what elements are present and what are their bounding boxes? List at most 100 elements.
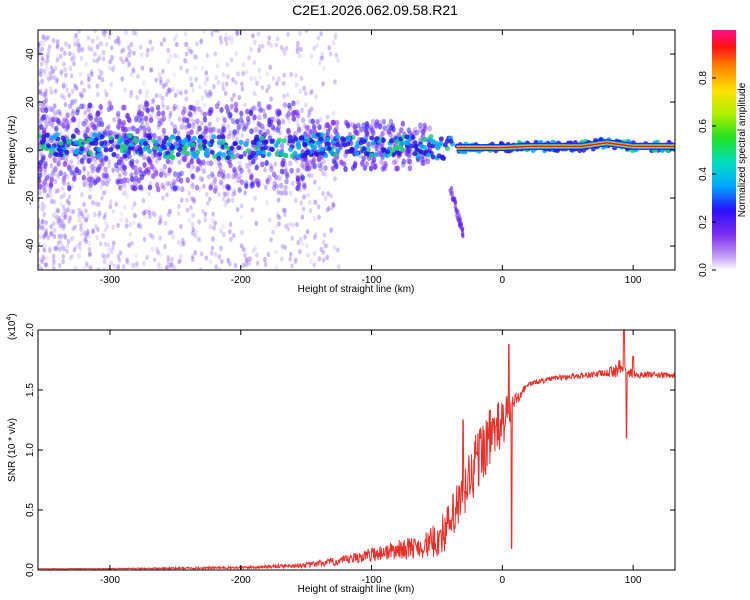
spectrogram-scatter-point bbox=[241, 62, 246, 68]
spectrogram-band-point bbox=[79, 103, 84, 110]
spectrogram-band-point bbox=[171, 178, 176, 185]
spectrogram-scatter-point bbox=[86, 183, 91, 189]
spectrogram-band-point bbox=[180, 186, 185, 193]
spectrogram-band-point bbox=[300, 174, 306, 181]
spectrogram-band-point bbox=[65, 123, 70, 130]
spectrogram-scatter-point bbox=[199, 120, 204, 127]
spectrogram-scatter-point bbox=[164, 82, 169, 88]
spectrogram-band-point bbox=[75, 106, 81, 113]
spectrogram-band-point bbox=[179, 124, 184, 131]
spectrogram-scatter-point bbox=[61, 204, 66, 210]
spectrogram-scatter-point bbox=[83, 217, 88, 223]
spectrogram-scatter-point bbox=[63, 101, 68, 108]
spectrogram-core-point bbox=[161, 139, 167, 145]
snr-panel: -300 -200 -100 0 100 0.00.51.01.52.0 Height … bbox=[6, 313, 676, 595]
spectrogram-band-point bbox=[43, 163, 48, 170]
spectrogram-band-point bbox=[122, 164, 128, 171]
spectrogram-scatter-point bbox=[168, 113, 173, 119]
spectrogram-scatter-point bbox=[56, 219, 60, 225]
spectrogram-scatter-point bbox=[260, 85, 265, 91]
spectrogram-scatter-point bbox=[235, 206, 240, 213]
spectrogram-scatter-point bbox=[275, 36, 280, 42]
spectrogram-scatter-point bbox=[150, 46, 155, 52]
spectrogram-scatter-point bbox=[296, 40, 300, 46]
spectrogram-scatter-point bbox=[46, 49, 51, 55]
spectrogram-band-point bbox=[98, 104, 103, 111]
spectrogram-scatter-point bbox=[67, 43, 72, 49]
spectrogram-core-point bbox=[165, 154, 171, 160]
spectrogram-scatter-point bbox=[42, 242, 47, 249]
spectrogram-scatter-point bbox=[61, 253, 66, 259]
spectrogram-scatter-point bbox=[150, 98, 155, 105]
spectrogram-core-point bbox=[421, 137, 427, 143]
spectrogram-scatter-point bbox=[213, 182, 218, 188]
spectrogram-band-point bbox=[374, 145, 379, 152]
spectrogram-scatter-point bbox=[214, 75, 218, 81]
spectrogram-band-point bbox=[425, 158, 431, 165]
spectrogram-scatter-point bbox=[149, 67, 153, 73]
spectrogram-band-point bbox=[92, 179, 98, 186]
spectrogram-scatter-point bbox=[267, 35, 272, 41]
spectrogram-scatter-point bbox=[109, 82, 113, 88]
spectrogram-scatter-point bbox=[42, 256, 46, 262]
spectrogram-core-point bbox=[392, 145, 398, 151]
spectrogram-core-point bbox=[325, 136, 331, 142]
spectrogram-scatter-point bbox=[314, 199, 318, 206]
spectrogram-scatter-point bbox=[202, 183, 206, 189]
spectrogram-scatter-point bbox=[331, 39, 336, 46]
spectrogram-scatter-point bbox=[63, 66, 67, 73]
spectrogram-scatter-point bbox=[253, 75, 258, 82]
spectrogram-scatter-point bbox=[218, 35, 223, 41]
spectrogram-scatter-point bbox=[280, 243, 285, 250]
spectrogram-band-point bbox=[300, 117, 306, 124]
spectrogram-band-point bbox=[351, 122, 356, 129]
spectrogram-scatter-point bbox=[57, 233, 61, 239]
spectrogram-scatter-point bbox=[107, 247, 111, 253]
spectrogram-scatter-point bbox=[77, 47, 81, 53]
spectrogram-core-point bbox=[88, 150, 94, 156]
spectrogram-band-point bbox=[114, 162, 119, 169]
spectrogram-scatter-point bbox=[308, 207, 313, 214]
spectrogram-scatter-point bbox=[225, 62, 230, 68]
spectrogram-scatter-point bbox=[166, 258, 171, 264]
spectrogram-scatter-point bbox=[238, 160, 242, 166]
spectrogram-scatter-point bbox=[221, 224, 226, 230]
spectrogram-core-point bbox=[198, 145, 204, 151]
spectrogram-scatter-point bbox=[213, 251, 218, 258]
spectrogram-scatter-point bbox=[65, 130, 70, 136]
spectrogram-scatter-point bbox=[49, 163, 54, 169]
spectrogram-core-point bbox=[96, 152, 102, 158]
spectrogram-band-point bbox=[160, 182, 165, 189]
spectrogram-band-point bbox=[332, 127, 338, 134]
spectrogram-scatter-point bbox=[58, 109, 62, 115]
spectrogram-scatter-point bbox=[59, 131, 63, 137]
spectrogram-core-point bbox=[413, 143, 419, 149]
spectrogram-core-point bbox=[162, 145, 168, 151]
spectrogram-scatter-point bbox=[41, 254, 46, 260]
spectrogram-band-point bbox=[260, 161, 265, 168]
spectrogram-band-point bbox=[315, 118, 320, 125]
snr-multiplier: (x104) bbox=[6, 313, 18, 340]
spectrogram-band-point bbox=[287, 105, 293, 112]
spectrogram-core-point bbox=[436, 153, 442, 159]
spectrogram-core-point bbox=[58, 140, 64, 146]
spectrogram-band-point bbox=[38, 172, 43, 179]
spectrogram-scatter-point bbox=[331, 201, 335, 207]
spectrogram-band-point bbox=[371, 157, 377, 164]
spectrogram-band-point bbox=[108, 129, 113, 136]
spectrogram-scatter-point bbox=[134, 253, 138, 259]
spectrogram-scatter-point bbox=[239, 214, 244, 220]
spectrogram-band-point bbox=[423, 125, 428, 132]
spectrogram-band-point bbox=[147, 184, 153, 191]
spectrogram-scatter-point bbox=[145, 254, 149, 261]
spectrogram-scatter-point bbox=[191, 121, 196, 128]
spectrogram-band-point bbox=[377, 123, 383, 130]
spectrogram-scatter-point bbox=[56, 208, 61, 214]
spectrogram-scatter-point bbox=[321, 190, 325, 196]
spectrogram-band-point bbox=[151, 173, 156, 180]
spectrogram-scatter-point bbox=[241, 71, 246, 77]
spectrogram-band-point bbox=[352, 163, 358, 170]
spectrogram-scatter-point bbox=[221, 184, 226, 190]
spectrogram-scatter-point bbox=[86, 77, 91, 83]
spectrogram-scatter-point bbox=[167, 87, 172, 93]
